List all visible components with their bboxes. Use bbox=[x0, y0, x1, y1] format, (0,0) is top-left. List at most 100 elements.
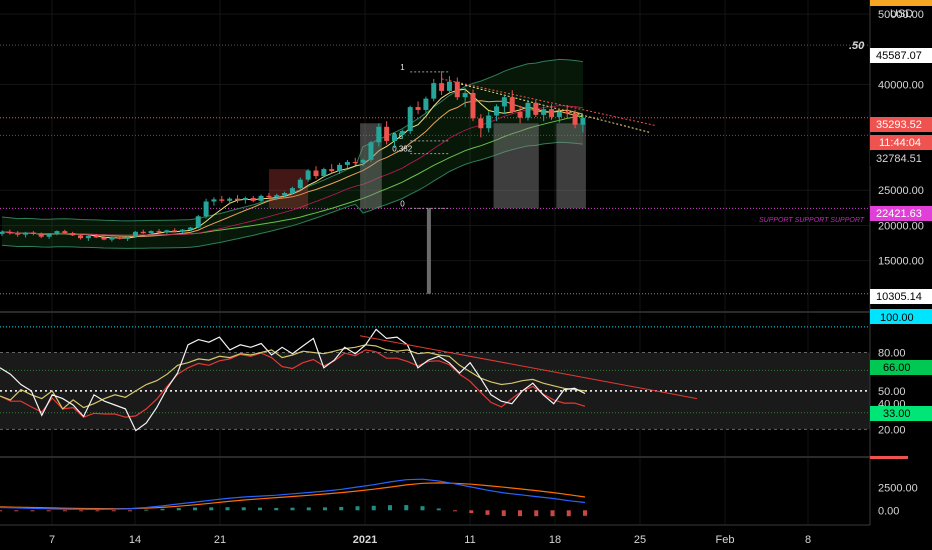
candle-body-37 bbox=[289, 188, 295, 194]
oscillator-tick-label-1: 50.00 bbox=[878, 386, 906, 398]
candle-body-51 bbox=[399, 131, 405, 135]
candle-body-63 bbox=[494, 106, 500, 116]
rsi-top-tag bbox=[870, 309, 932, 324]
candle-body-45 bbox=[352, 162, 358, 164]
candle-body-32 bbox=[250, 197, 256, 201]
macd-histogram-31 bbox=[501, 510, 506, 516]
support-label: SUPPORT SUPPORT SUPPORT bbox=[759, 217, 865, 224]
candle-body-28 bbox=[219, 199, 225, 201]
candle-body-0 bbox=[0, 231, 5, 234]
low-tag bbox=[870, 289, 932, 304]
macd-histogram-29 bbox=[469, 510, 474, 514]
countdown-tag bbox=[870, 135, 932, 150]
macd-histogram-10 bbox=[160, 508, 165, 511]
candle-body-5 bbox=[38, 233, 44, 237]
candle-body-24 bbox=[187, 227, 193, 230]
macd-histogram-0 bbox=[0, 510, 2, 512]
candle-body-3 bbox=[23, 232, 29, 235]
highlight-box-2 bbox=[556, 123, 586, 209]
macd-histogram-8 bbox=[128, 510, 132, 512]
top-tag-text: 45587.07 bbox=[876, 50, 922, 62]
candle-body-40 bbox=[313, 170, 319, 177]
time-axis-labels: 7 14 21 2021 11 18 25 Feb 8 bbox=[49, 534, 811, 546]
candle-body-62 bbox=[486, 115, 492, 129]
macd-histogram-3 bbox=[46, 510, 51, 512]
macd-histogram-24 bbox=[388, 505, 392, 511]
macd-histogram-14 bbox=[225, 507, 230, 511]
candle-body-18 bbox=[140, 231, 146, 234]
candle-body-9 bbox=[70, 233, 76, 236]
macd-histogram-5 bbox=[79, 510, 84, 512]
time-tick-label-7: Feb bbox=[716, 534, 735, 546]
time-tick-label-6: 25 bbox=[634, 534, 646, 546]
candle-body-1 bbox=[7, 231, 13, 234]
candle-body-68 bbox=[533, 102, 539, 115]
price-tick-label-0: 50000.00 bbox=[878, 9, 924, 21]
candle-body-65 bbox=[509, 97, 515, 113]
candle-body-44 bbox=[344, 162, 350, 165]
bollinger-fill bbox=[2, 59, 583, 249]
candle-body-6 bbox=[46, 233, 52, 237]
candle-body-22 bbox=[172, 230, 178, 232]
time-tick-label-3: 2021 bbox=[353, 534, 377, 546]
macd-histogram-34 bbox=[550, 510, 555, 517]
candle-body-34 bbox=[266, 195, 272, 198]
bollinger-lower bbox=[1, 141, 583, 249]
oscillator-tick-label-0: 80.00 bbox=[878, 347, 906, 359]
oscillator-red-line bbox=[0, 349, 586, 418]
current-price-tag bbox=[870, 117, 932, 132]
macd-tag-bar bbox=[870, 456, 908, 459]
price-tick-label-4: 15000.00 bbox=[878, 256, 924, 268]
time-tick-label-2: 21 bbox=[214, 534, 226, 546]
highlight-red-box bbox=[268, 169, 309, 209]
time-tick-label-1: 14 bbox=[129, 534, 141, 546]
candle-body-66 bbox=[517, 112, 523, 118]
time-axis[interactable] bbox=[0, 525, 932, 550]
price-y-labels: 50000.00 40000.00 25000.00 20000.00 15000.00 bbox=[878, 9, 924, 268]
time-tick-label-8: 8 bbox=[805, 534, 811, 546]
candle-body-41 bbox=[321, 169, 327, 177]
highlight-box-0 bbox=[360, 123, 382, 209]
candle-body-26 bbox=[203, 201, 209, 217]
candle-body-47 bbox=[368, 142, 374, 160]
oscillator-tick-label-3: 20.00 bbox=[878, 424, 906, 436]
candle-body-14 bbox=[109, 237, 115, 240]
price-tags: 45587.07 35293.52 11:44:04 32784.51 2242… bbox=[870, 48, 932, 304]
rsi-top-text: 100.00 bbox=[880, 312, 914, 324]
macd-histogram-26 bbox=[420, 506, 425, 511]
candle-body-8 bbox=[62, 231, 68, 234]
candle-body-70 bbox=[549, 109, 554, 117]
candle-body-19 bbox=[148, 231, 154, 234]
candle-body-23 bbox=[180, 229, 186, 232]
price-highlights bbox=[268, 123, 586, 294]
price-axis[interactable] bbox=[870, 0, 932, 525]
candle-body-10 bbox=[78, 235, 83, 239]
candle-body-11 bbox=[85, 236, 91, 239]
macd-pane bbox=[0, 478, 587, 517]
oscillator-trend-line bbox=[359, 335, 698, 400]
candle-body-31 bbox=[242, 197, 248, 201]
candle-body-2 bbox=[15, 233, 21, 235]
macd-histogram-1 bbox=[14, 510, 19, 512]
level-1-text: 32784.51 bbox=[876, 153, 922, 165]
candle-body-21 bbox=[164, 230, 170, 233]
price-tick-label-3: 20000.00 bbox=[878, 220, 924, 232]
candle-body-49 bbox=[384, 126, 390, 141]
current-price-text: 35293.52 bbox=[876, 119, 922, 131]
macd-histogram-12 bbox=[193, 507, 197, 511]
fib-levels: 1 0.5 0.382 0 bbox=[392, 63, 450, 209]
candle-body-58 bbox=[454, 81, 460, 98]
macd-histogram-7 bbox=[111, 510, 116, 512]
trend-line-red bbox=[441, 78, 656, 126]
macd-histogram-28 bbox=[453, 510, 457, 512]
candle-body-72 bbox=[564, 112, 570, 114]
candle-body-35 bbox=[274, 195, 280, 198]
candle-body-46 bbox=[360, 159, 366, 163]
rsi-low-tag bbox=[870, 406, 932, 421]
price-grid bbox=[0, 0, 870, 525]
fraction-label: .50 bbox=[849, 40, 865, 52]
rsi-high-text: 66.00 bbox=[883, 362, 911, 374]
macd-histogram-19 bbox=[306, 507, 311, 511]
candle-body-48 bbox=[376, 126, 382, 143]
